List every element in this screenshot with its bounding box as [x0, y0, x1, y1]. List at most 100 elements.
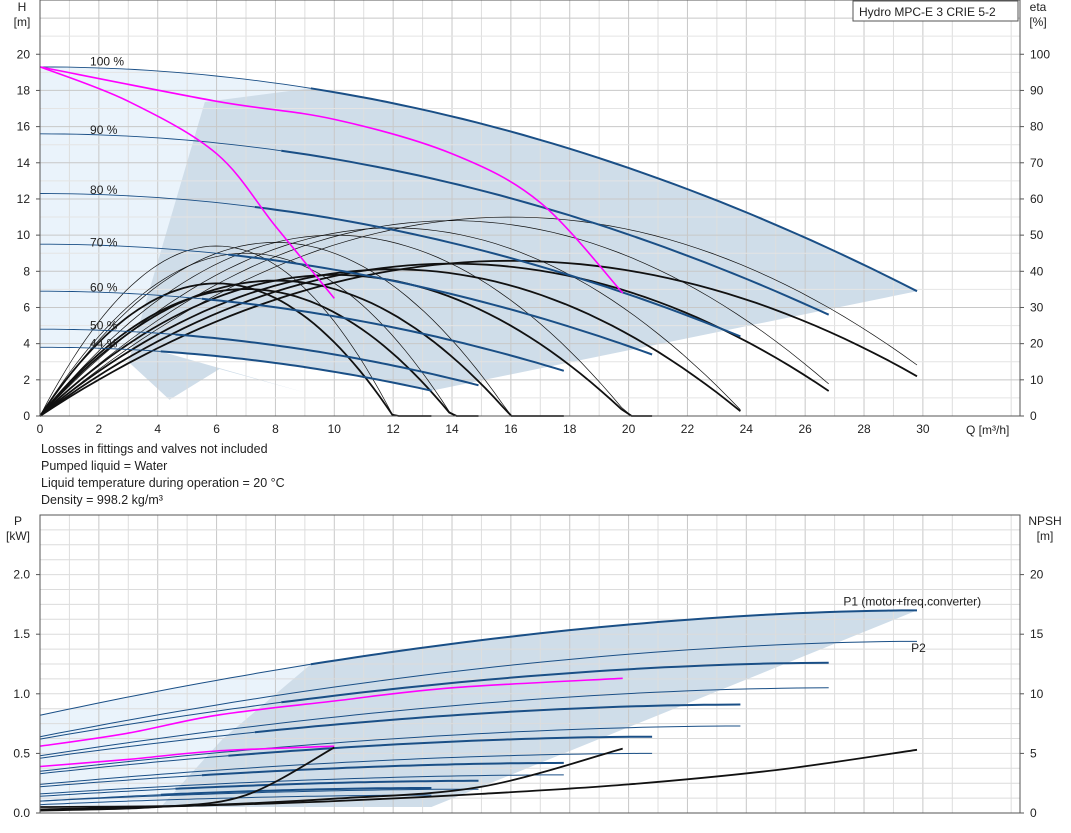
head-curve-thin [40, 290, 202, 300]
y2-tick-label: 40 [1030, 264, 1044, 278]
y2-tick-label: 30 [1030, 300, 1044, 314]
speed-label: 70 % [90, 235, 118, 249]
y2-tick-label: 90 [1030, 83, 1044, 97]
head-curve-thin [40, 346, 161, 352]
p1-curve-thin [39, 788, 176, 797]
speed-label: 80 % [90, 183, 118, 197]
x-tick-label: 24 [740, 422, 754, 436]
y-axis-label: H [18, 0, 27, 14]
x-tick-label: 4 [154, 422, 161, 436]
eta-curve [39, 273, 653, 417]
p-axis-unit: [kW] [6, 529, 30, 543]
p1-curve-thin [39, 663, 311, 716]
y-tick-label: 6 [23, 300, 30, 314]
head-curve [281, 149, 830, 316]
p2-curve [39, 725, 741, 772]
x-tick-label: 2 [96, 422, 103, 436]
y-tick-label: 10 [17, 228, 31, 242]
npsh-axis-label: NPSH [1028, 514, 1061, 528]
p-tick-label: 0.0 [13, 806, 30, 820]
x-axis-label: Q [m³/h] [966, 423, 1009, 437]
y2-tick-label: 70 [1030, 156, 1044, 170]
y-tick-label: 8 [23, 264, 30, 278]
npsh-axis-unit: [m] [1037, 529, 1054, 543]
head-curve [201, 297, 565, 372]
head-curve [310, 87, 918, 293]
p1-curve-thin [39, 701, 282, 740]
p-axis-label: P [14, 514, 22, 528]
npsh-tick-label: 0 [1030, 806, 1037, 820]
note-pumped-liquid: Pumped liquid = Water [41, 459, 168, 473]
y-tick-label: 16 [17, 120, 31, 134]
p1-curve-thin [39, 794, 161, 802]
head-curve [228, 253, 653, 356]
eta-curve-thin [39, 234, 653, 417]
head-curve-thin [39, 133, 282, 152]
p1-curve [201, 761, 564, 777]
p-tick-label: 1.5 [13, 627, 30, 641]
p2-curve [39, 687, 829, 757]
x-tick-label: 6 [213, 422, 220, 436]
p1-curve [160, 787, 432, 796]
p-tick-label: 2.0 [13, 568, 30, 582]
y2-tick-label: 80 [1030, 120, 1044, 134]
npsh-curve [39, 746, 335, 812]
npsh-tick-label: 20 [1030, 568, 1044, 582]
p1-curve [228, 735, 653, 757]
x-tick-label: 10 [328, 422, 342, 436]
x-tick-label: 14 [445, 422, 459, 436]
p2-curve [39, 640, 917, 738]
x-tick-label: 16 [504, 422, 518, 436]
power-low-flow-region [40, 664, 311, 807]
note-losses: Losses in fittings and valves not includ… [41, 442, 268, 456]
head-curve [175, 333, 479, 387]
x-tick-label: 28 [857, 422, 871, 436]
y-tick-label: 2 [23, 373, 30, 387]
x-tick-label: 18 [563, 422, 577, 436]
p1-curve-thin [39, 755, 229, 775]
y2-tick-label: 100 [1030, 47, 1050, 61]
p2-curve [39, 752, 653, 785]
head-curve-thin [39, 193, 255, 208]
x-tick-label: 0 [37, 422, 44, 436]
note-liquid-temperature: Liquid temperature during operation = 20… [41, 476, 285, 490]
y2-tick-label: 0 [1030, 409, 1037, 423]
head-curve-thin [40, 243, 229, 256]
speed-label: 50 % [90, 319, 118, 333]
eta-curve-thin [39, 242, 564, 417]
npsh-tick-label: 10 [1030, 687, 1044, 701]
npsh-tick-label: 5 [1030, 746, 1037, 760]
speed-label: 90 % [90, 123, 118, 137]
y-tick-label: 12 [17, 192, 31, 206]
p-tick-label: 0.5 [13, 746, 30, 760]
system-curve [39, 66, 624, 294]
speed-label: 60 % [90, 281, 118, 295]
series-label: P1 (motor+freq.converter) [843, 595, 981, 609]
speed-label: 100 % [90, 54, 124, 68]
head-curve-thin [39, 66, 311, 89]
y-tick-label: 0 [23, 409, 30, 423]
head-curve [254, 206, 741, 338]
eta-curve-thin [39, 220, 829, 417]
power-system-curve [39, 745, 335, 768]
y2-axis-unit: [%] [1029, 15, 1046, 29]
y2-tick-label: 50 [1030, 228, 1044, 242]
p2-curve [39, 774, 564, 795]
y-tick-label: 18 [17, 83, 31, 97]
title-box [852, 0, 1019, 22]
power-plot-frame [39, 514, 1021, 814]
eta-curve-thin [39, 216, 918, 417]
p1-curve [281, 661, 829, 704]
x-tick-label: 30 [916, 422, 930, 436]
y2-tick-label: 20 [1030, 337, 1044, 351]
y-tick-label: 4 [23, 337, 30, 351]
head-curve-thin [40, 328, 176, 335]
head-curve [160, 350, 432, 392]
y2-axis-label: eta [1030, 0, 1047, 14]
operating-region [128, 88, 918, 400]
p-tick-label: 1.0 [13, 687, 30, 701]
speed-label: 44 % [90, 337, 118, 351]
x-tick-label: 12 [386, 422, 400, 436]
eta-curve-thin [39, 252, 479, 417]
